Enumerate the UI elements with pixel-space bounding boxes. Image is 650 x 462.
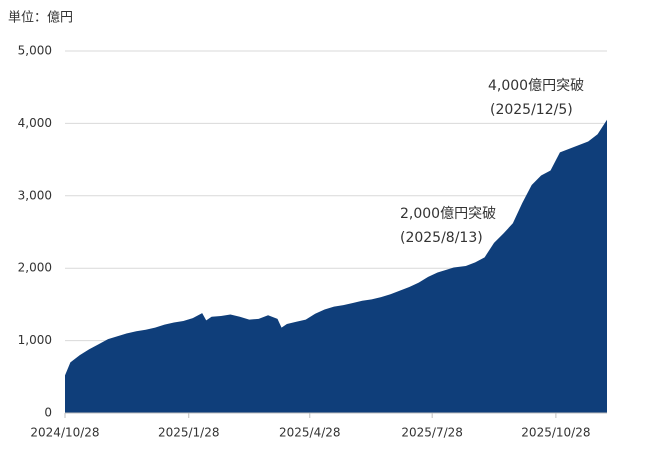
area	[65, 119, 607, 413]
annotation-date: (2025/8/13)	[400, 230, 483, 246]
annotation: 2,000億円突破	[400, 206, 496, 222]
y-tick-label: 5,000	[18, 44, 52, 58]
y-tick-label: 3,000	[18, 188, 52, 202]
annotation: 4,000億円突破	[488, 78, 584, 94]
x-tick-label: 2025/10/28	[521, 426, 590, 440]
y-tick-label: 4,000	[18, 116, 52, 130]
x-tick-label: 2025/4/28	[279, 426, 341, 440]
y-tick-label: 2,000	[18, 261, 52, 275]
x-tick-label: 2025/1/28	[158, 426, 220, 440]
unit-label: 単位：億円	[8, 10, 73, 26]
x-tick-label: 2025/7/28	[401, 426, 463, 440]
y-tick-label: 0	[44, 406, 52, 420]
x-tick-label: 2024/10/28	[30, 426, 99, 440]
y-tick-label: 1,000	[18, 333, 52, 347]
annotation-date: (2025/12/5)	[490, 102, 573, 118]
